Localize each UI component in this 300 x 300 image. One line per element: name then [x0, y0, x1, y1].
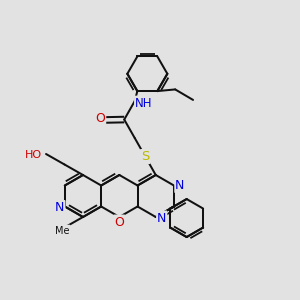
Text: NH: NH [135, 97, 152, 110]
Text: Me: Me [55, 226, 70, 236]
Text: N: N [55, 201, 64, 214]
Text: O: O [95, 112, 105, 125]
Text: HO: HO [25, 150, 42, 160]
Text: N: N [157, 212, 167, 224]
Text: N: N [175, 179, 184, 192]
Text: O: O [114, 215, 124, 229]
Text: S: S [141, 150, 149, 163]
